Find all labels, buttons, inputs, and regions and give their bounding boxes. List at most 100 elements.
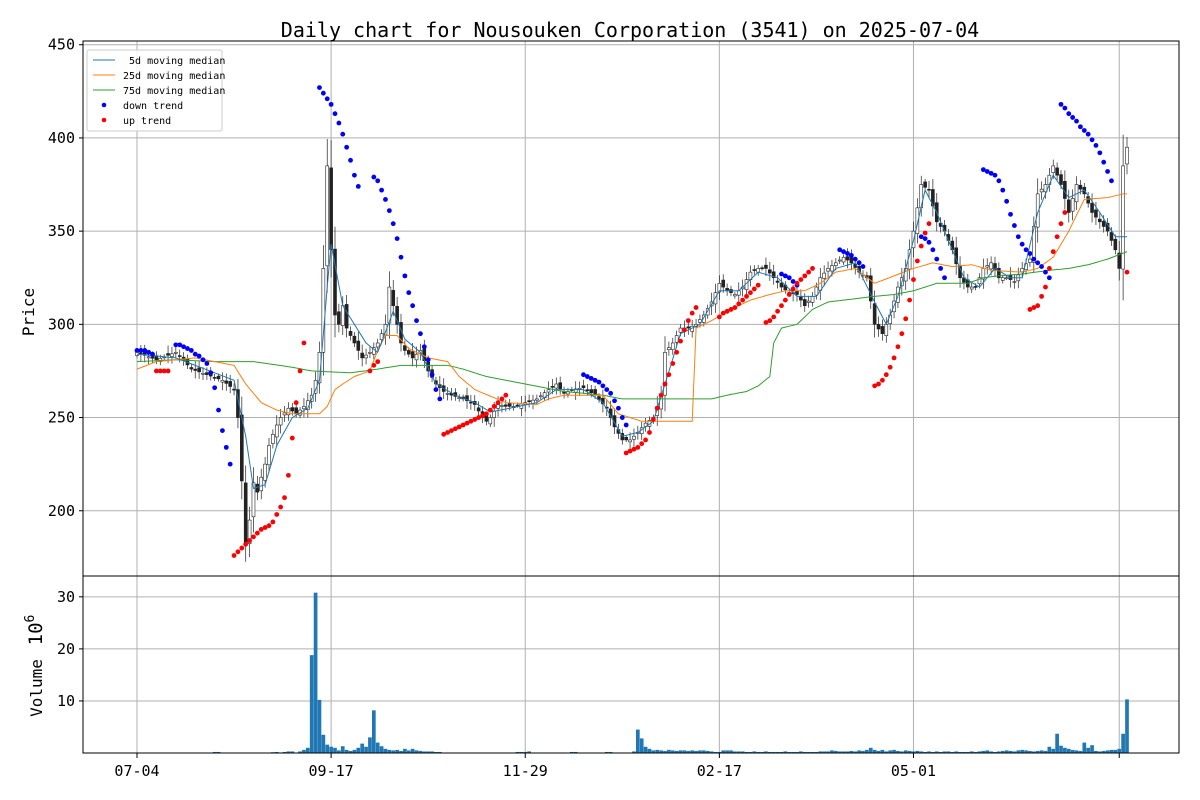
volume-bar: [298, 751, 302, 753]
candle-body: [340, 305, 345, 326]
down-trend-point: [1105, 169, 1110, 174]
down-trend-point: [1019, 241, 1025, 247]
volume-bar: [814, 751, 819, 753]
candle-body: [1070, 198, 1075, 212]
up-trend-point: [674, 349, 680, 355]
up-trend-point: [806, 269, 812, 275]
price-y-ticks: 200 250 300 350 400 450: [48, 36, 83, 520]
volume-bar: [733, 751, 737, 753]
candle-body: [302, 406, 306, 410]
legend: 5d moving median 25d moving median 75d m…: [86, 49, 225, 132]
volume-bar: [849, 750, 854, 753]
up-trend-point: [487, 407, 493, 413]
down-trend-point: [220, 428, 225, 433]
volume-bar: [305, 747, 310, 753]
candle-body: [368, 352, 372, 354]
volume-bar: [954, 751, 959, 753]
volume-bar: [880, 749, 885, 753]
volume-bar: [410, 748, 415, 753]
candle-body: [1035, 193, 1040, 228]
candle-body: [985, 265, 990, 268]
down-trend-point: [1023, 247, 1029, 253]
up-trend-point: [666, 372, 672, 378]
volume-bar: [771, 751, 776, 753]
candle-body: [1125, 146, 1129, 165]
candle-body: [146, 356, 151, 359]
up-trend-point: [654, 405, 660, 411]
volume-bar: [853, 751, 858, 753]
volume-bar: [274, 751, 279, 753]
down-trend-point: [992, 172, 998, 178]
volume-bar: [861, 750, 865, 753]
candle-body: [872, 303, 877, 325]
up-trend-point: [685, 318, 691, 324]
up-trend-point: [914, 258, 920, 264]
candle-body: [538, 395, 543, 398]
volume-bar: [1059, 745, 1063, 753]
down-trend-point: [852, 256, 858, 262]
legend-swatch-up-trend: [101, 117, 107, 123]
candle-body: [492, 410, 496, 418]
volume-bar: [767, 751, 772, 753]
candle-body: [224, 380, 229, 384]
volume-bar: [756, 751, 761, 753]
up-trend-point: [278, 504, 284, 510]
volume-bar: [868, 747, 873, 753]
up-trend-point: [880, 377, 885, 383]
up-trend-point: [887, 364, 893, 370]
up-trend-point: [798, 277, 804, 283]
volume-axis-label: Volume: [27, 659, 46, 717]
down-trend-point: [926, 239, 932, 245]
volume-bar: [709, 751, 714, 753]
volume-bar: [368, 737, 372, 753]
up-trend-point: [782, 297, 788, 303]
candle-body: [880, 326, 885, 334]
down-trend-point: [398, 254, 404, 260]
up-trend-point: [243, 541, 249, 547]
price-gridlines: [83, 41, 1179, 576]
up-trend-point: [794, 280, 800, 286]
candle-body: [286, 407, 291, 416]
up-trend-point: [926, 221, 932, 227]
volume-bar: [923, 751, 927, 753]
candle-body: [267, 445, 271, 466]
volume-bar: [659, 750, 663, 753]
down-trend-point: [930, 247, 936, 253]
candle-body: [667, 347, 671, 350]
up-trend-point: [748, 290, 753, 296]
volume-bar: [736, 751, 741, 753]
volume-bar: [884, 751, 889, 753]
down-trend-point: [1085, 131, 1091, 137]
volume-bar: [309, 655, 314, 753]
down-trend-point: [410, 303, 416, 309]
down-trend-point: [980, 167, 986, 173]
up-trend-point: [751, 286, 757, 292]
up-trend-point: [639, 441, 645, 447]
volume-bar: [1101, 750, 1106, 753]
volume-bar: [1078, 750, 1083, 753]
volume-bar: [430, 751, 434, 753]
candle-body: [1090, 202, 1094, 213]
volume-bar: [701, 750, 706, 753]
candle-body: [1059, 174, 1063, 185]
volume-bar: [822, 751, 827, 753]
candle-body: [923, 181, 927, 188]
volume-bar: [1094, 750, 1098, 753]
up-trend-point: [1031, 305, 1037, 310]
up-trend-point: [662, 381, 668, 387]
volume-bar: [837, 751, 842, 753]
volume-bar: [406, 750, 411, 753]
candle-body: [274, 424, 279, 438]
candle-body: [166, 353, 170, 356]
candle-body: [1109, 232, 1114, 241]
volume-bar: [1121, 733, 1125, 753]
candle-body: [915, 207, 920, 235]
volume-unit-label: 106: [23, 615, 47, 646]
x-tick-label: 11-29: [503, 762, 548, 780]
candle-body: [1078, 184, 1083, 190]
candle-body: [802, 299, 807, 307]
up-trend-point: [274, 512, 280, 517]
volume-bar: [942, 751, 947, 753]
down-trend-point: [216, 407, 221, 413]
candle-body: [604, 406, 609, 409]
